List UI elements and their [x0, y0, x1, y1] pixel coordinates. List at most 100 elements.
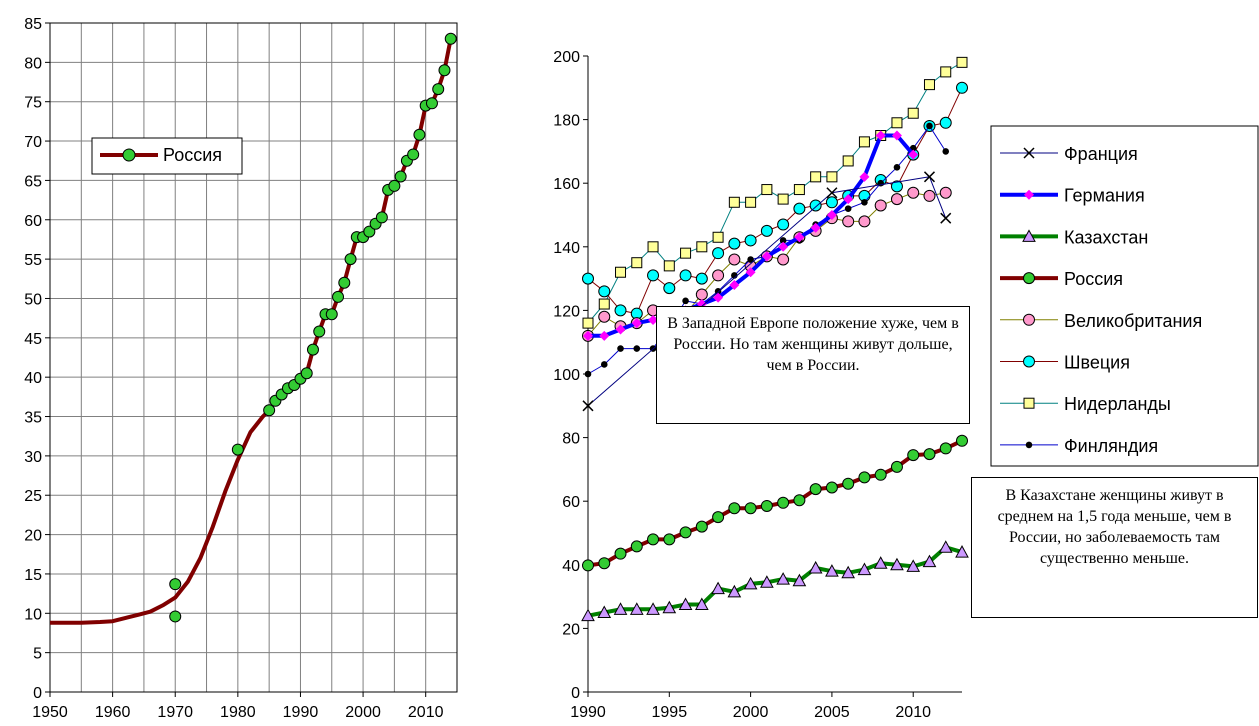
series-3-point	[825, 481, 838, 494]
series-1-point	[908, 149, 919, 160]
series-6-point	[777, 193, 789, 205]
y-tick-label: 15	[24, 567, 42, 584]
series-6-point	[745, 196, 757, 208]
series-7-point	[926, 122, 933, 130]
series-1-point	[778, 241, 789, 252]
series-1-point	[648, 314, 659, 325]
series-2-point	[629, 602, 644, 615]
data-point-russia	[313, 325, 326, 338]
series-6-point	[940, 66, 952, 78]
legend-item: Франция	[1000, 144, 1138, 164]
legend-item: Германия	[1000, 186, 1145, 206]
y-tick-label: 0	[571, 685, 580, 702]
series-5-point	[614, 304, 627, 317]
series-2-point	[760, 575, 774, 588]
series-6-point	[810, 171, 822, 183]
y-tick-label: 80	[562, 431, 580, 448]
chart-right-legend: Франция Германия Казахстан Россия Великобрит…	[990, 125, 1259, 467]
x-tick-label: 1990	[570, 704, 606, 721]
series-3-point	[728, 502, 741, 515]
series-5-point	[744, 234, 757, 247]
legend-item: Великобритания	[1000, 311, 1202, 331]
data-point-russia	[332, 290, 345, 303]
chart-right-y-ticks: 0 20 40 60 80 100 120 140 160 180 200	[553, 49, 588, 702]
series-1-point	[794, 232, 805, 243]
y-tick-label: 25	[24, 488, 42, 505]
series-3-point	[582, 559, 594, 572]
y-tick-label: 140	[553, 240, 580, 257]
legend-swatch-marker	[1023, 397, 1035, 409]
series-6-point	[793, 184, 805, 196]
series-3	[582, 434, 968, 572]
y-tick-label: 75	[24, 95, 42, 112]
x-tick-label: 2010	[895, 704, 931, 721]
data-point-russia	[169, 578, 182, 591]
series-7-point	[893, 164, 901, 171]
series-4-point	[923, 189, 936, 202]
x-tick-label: 1980	[220, 704, 256, 721]
data-point-russia	[444, 32, 457, 45]
y-tick-label: 100	[553, 367, 580, 384]
x-tick-label: 1995	[652, 704, 688, 721]
y-tick-label: 5	[33, 646, 42, 663]
series-3-point	[695, 520, 708, 533]
data-point-russia	[438, 64, 451, 77]
chart-right-comparison: 0 20 40 60 80 100 120 140 160 180 200 1990 1995 2000…	[553, 49, 1259, 721]
series-2-point	[711, 581, 725, 595]
series-3-point	[647, 533, 660, 546]
series-6-point	[631, 257, 643, 269]
series-2-point	[955, 545, 969, 558]
series-7-point	[600, 361, 608, 368]
y-tick-label: 80	[24, 55, 42, 72]
series-3-point	[842, 477, 855, 490]
x-tick-label: 2000	[345, 704, 381, 721]
series-5-point	[939, 116, 952, 129]
series-7-point	[584, 370, 592, 378]
series-3-point	[874, 468, 887, 481]
series-5-point	[695, 272, 708, 285]
series-2-point	[646, 602, 660, 615]
data-point-russia	[325, 308, 338, 321]
legend-swatch-marker	[1024, 189, 1034, 200]
y-tick-label: 0	[33, 685, 42, 702]
series-3-point	[956, 434, 968, 447]
chart-left-frame	[49, 22, 458, 693]
series-5-point	[760, 224, 773, 237]
series-5-point	[809, 199, 822, 212]
series-4-point	[907, 186, 920, 199]
series-1-point	[631, 318, 642, 329]
y-tick-label: 65	[24, 173, 42, 190]
series-1-point	[859, 171, 870, 182]
data-point-russia	[169, 610, 182, 623]
series-3-point	[858, 471, 871, 484]
series-6-point	[728, 196, 740, 208]
series-7-point	[747, 256, 754, 263]
legend-swatch-marker	[1023, 355, 1035, 368]
series-3-point	[923, 448, 936, 461]
legend-item: Россия	[1000, 269, 1123, 289]
series-1-point	[891, 130, 902, 141]
legend-item: Швеция	[1000, 353, 1130, 373]
chart-left-x-ticks: 1950 1960 1970 1980 1990 2000 2010	[32, 692, 444, 721]
series-0-point	[582, 400, 594, 412]
series-3-point	[614, 547, 627, 560]
series-6-point	[663, 260, 675, 272]
y-tick-label: 160	[553, 176, 580, 193]
series-0	[582, 171, 952, 412]
series-6-line	[587, 61, 963, 324]
legend-item: Финляндия	[1000, 436, 1158, 456]
series-3-point	[663, 533, 676, 546]
y-tick-label: 50	[24, 291, 42, 308]
series-1-point	[713, 292, 724, 303]
series-1-point	[599, 330, 610, 341]
series-2	[581, 540, 969, 622]
series-4-point	[728, 253, 741, 266]
data-point-russia	[338, 276, 351, 289]
series-3-point	[630, 540, 643, 553]
series-3-point	[760, 499, 773, 512]
series-3-point	[777, 496, 790, 509]
data-point-russia	[388, 179, 401, 192]
series-6-point	[712, 231, 724, 243]
series-3-line	[587, 438, 963, 568]
